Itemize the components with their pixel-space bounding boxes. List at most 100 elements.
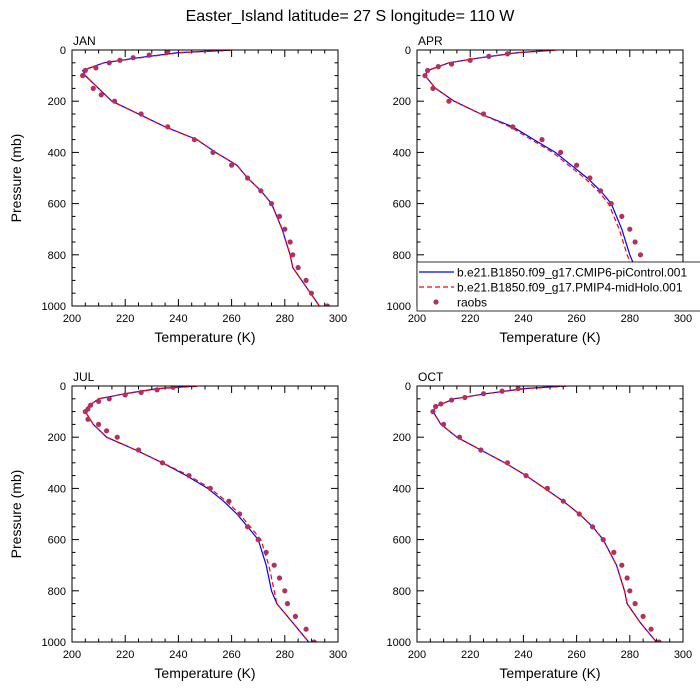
x-tick-label: 200 [408,313,426,325]
panel-jul: 200 220 240 260 280 300 0 200 400 600 800 1000 JUL Te… [8,370,347,681]
y-tick-label: 600 [48,535,66,547]
raobs-point [82,409,88,415]
raobs-point [282,588,288,594]
raobs-point [207,485,213,491]
raobs-point [255,537,261,543]
x-tick-label: 300 [329,649,347,661]
series-line-picontrol [81,50,320,306]
raobs-point [480,111,487,117]
raobs-point [480,391,487,397]
raobs-point [637,252,644,258]
raobs-point [510,124,516,130]
y-tick-label: 200 [48,96,66,108]
raobs-point [627,588,633,594]
raobs-point [640,613,646,620]
series-group-jan [80,50,330,306]
raobs-point [539,137,545,143]
raobs-point [103,428,110,434]
raobs-point [165,124,171,130]
panels: 200 220 240 260 280 300 0 200 400 600 800 1000 JAN Te… [8,34,700,681]
raobs-point [515,386,521,392]
raobs-point [619,562,625,568]
x-tick-label: 220 [461,313,479,325]
x-tick-label: 280 [621,313,639,325]
panel-oct: 200 220 240 260 280 300 0 200 400 600 800 1000 OCT Te… [387,370,693,681]
raobs-point [560,498,566,504]
raobs-point [135,447,142,453]
raobs-point [138,111,144,117]
series-line-midholo [84,386,310,642]
axis-ticks-oct [416,385,684,643]
y-axis-title: Pressure (mb) [8,134,24,223]
raobs-point [96,421,102,427]
raobs-point [268,201,275,207]
raobs-point [106,396,112,402]
raobs-point [276,575,283,581]
panel-label: OCT [418,370,444,384]
raobs-point [282,226,288,232]
axis-ticks-jul [71,385,339,643]
raobs-point [117,57,123,63]
series-group-oct [430,386,662,642]
y-tick-label: 1000 [387,637,411,649]
x-tick-label: 240 [169,313,187,325]
series-line-picontrol [84,386,310,642]
raobs-point [624,575,630,581]
x-tick-label: 200 [63,313,81,325]
raobs-point [165,50,171,54]
raobs-point [456,434,463,440]
y-tick-label: 800 [393,250,411,262]
raobs-point [290,252,296,258]
raobs-point [504,51,511,57]
x-axis-title: Temperature (K) [499,665,600,681]
raobs-point [499,388,505,394]
raobs-point [82,67,88,74]
x-axis-title: Temperature (K) [499,329,600,345]
raobs-point [271,562,277,568]
raobs-point [504,460,511,466]
y-tick-label: 200 [393,96,411,108]
series-line-midholo [424,50,668,306]
legend-label: b.e21.B1850.f09_g17.PMIP4-midHolo.001 [457,281,683,295]
raobs-point [467,57,473,63]
raobs-point [632,239,638,245]
raobs-point [80,73,86,79]
raobs-point [170,386,176,390]
y-tick-label: 200 [393,432,411,444]
raobs-point [229,162,235,168]
raobs-point [544,485,550,491]
raobs-point [435,64,441,70]
x-tick-label: 240 [514,313,532,325]
raobs-point [276,213,283,219]
plot-frame-jan [71,49,339,307]
raobs-point [226,498,232,504]
y-tick-label: 800 [48,586,66,598]
x-tick-label: 240 [169,649,187,661]
x-tick-label: 260 [567,649,585,661]
raobs-point [486,53,492,60]
raobs-point [441,421,447,427]
y-tick-label: 600 [48,199,66,211]
legend-box [416,261,700,312]
raobs-point [146,52,152,58]
x-tick-label: 280 [276,649,294,661]
legend-label: b.e21.B1850.f09_g17.CMIP6-piControl.001 [457,266,687,280]
raobs-point [462,394,468,401]
plot-frame-oct [416,385,684,643]
x-tick-label: 260 [222,313,240,325]
y-tick-label: 800 [48,250,66,262]
raobs-point [111,98,118,104]
raobs-point [122,392,128,398]
raobs-point [324,303,330,306]
y-tick-label: 0 [60,45,66,57]
raobs-point [303,626,309,632]
legend-label: raobs [457,296,487,310]
y-tick-label: 0 [60,381,66,393]
legend: b.e21.B1850.f09_g17.CMIP6-piControl.001b… [416,261,700,312]
x-axis-title: Temperature (K) [154,329,255,345]
x-tick-label: 200 [63,649,81,661]
x-tick-label: 220 [116,313,134,325]
raobs-point [611,549,617,556]
panel-jan: 200 220 240 260 280 300 0 200 400 600 800 1000 JAN Te… [8,34,347,345]
y-tick-label: 1000 [387,301,411,313]
